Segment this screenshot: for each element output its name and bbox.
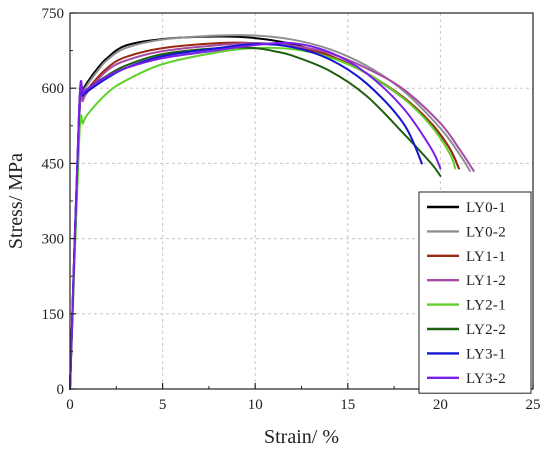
x-tick-label: 25: [526, 397, 541, 413]
y-tick-label: 300: [42, 232, 65, 248]
series-line-ly3-2: [69, 41, 442, 390]
legend-label: LY3-2: [466, 371, 506, 387]
axis-ticks: 0 5 10 15 20 25 0 150 300 450 600 750: [42, 6, 541, 413]
y-tick-label: 450: [42, 156, 65, 172]
legend-label: LY1-2: [466, 273, 506, 289]
y-tick-label: 750: [42, 6, 65, 22]
series-line-ly1-1: [69, 41, 460, 390]
series-line-ly2-1: [69, 46, 457, 390]
series-line-ly3-1: [69, 43, 423, 390]
series-lines: [69, 34, 475, 390]
x-tick-label: 20: [433, 397, 448, 413]
series-line-ly1-2: [69, 42, 475, 390]
y-tick-label: 600: [42, 81, 65, 97]
x-tick-label: 0: [66, 397, 74, 413]
y-tick-label: 150: [42, 307, 65, 323]
legend-label: LY0-2: [466, 224, 506, 240]
x-tick-label: 5: [159, 397, 167, 413]
legend-label: LY3-1: [466, 346, 506, 362]
x-tick-label: 10: [248, 397, 263, 413]
y-tick-label: 0: [57, 382, 65, 398]
legend-label: LY1-1: [466, 249, 506, 265]
legend: LY0-1 LY0-2 LY1-1 LY1-2 LY2-1 LY2-2 LY3-1 LY3-2: [418, 191, 532, 394]
y-axis-label: Stress/ MPa: [5, 153, 27, 249]
x-tick-label: 15: [340, 397, 355, 413]
legend-label: LY2-2: [466, 322, 506, 338]
legend-label: LY0-1: [466, 200, 506, 216]
legend-box: [418, 191, 532, 394]
legend-label: LY2-1: [466, 298, 506, 314]
x-axis-label: Strain/ %: [264, 426, 339, 448]
